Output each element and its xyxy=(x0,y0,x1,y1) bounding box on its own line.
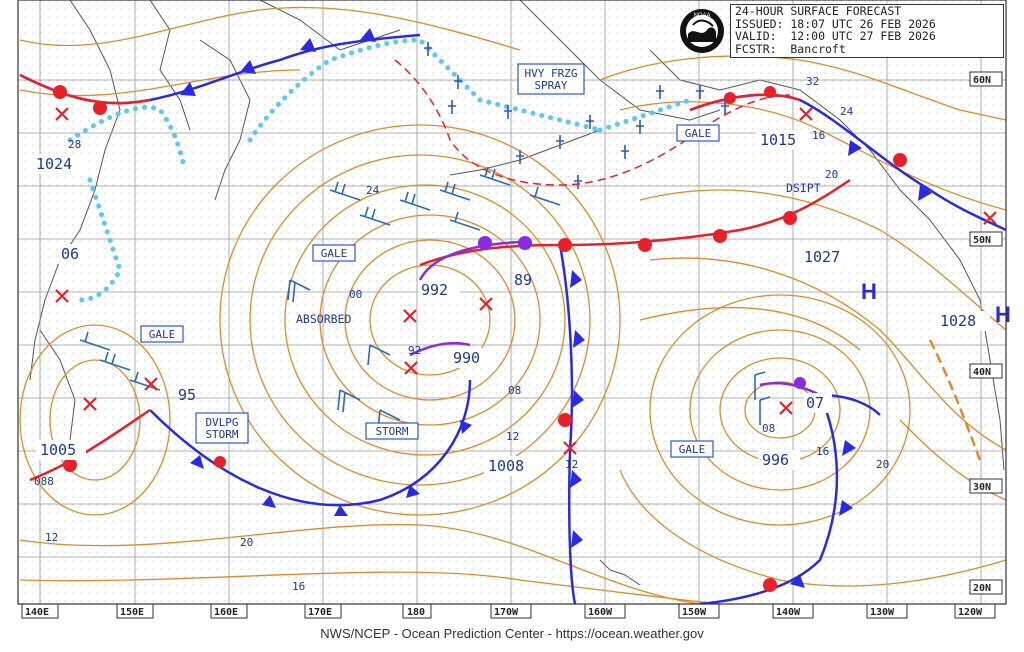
isobar-label-08: 08 xyxy=(508,384,521,397)
pressure-1028: 1028 xyxy=(940,312,976,330)
label-boxes xyxy=(140,63,720,458)
lon-label-120w: 120W xyxy=(958,607,983,618)
freezing-spray-symbols xyxy=(424,42,729,189)
hvy-frzg-label-1: HVY FRZG xyxy=(525,67,578,80)
pressure-1027: 1027 xyxy=(804,248,840,266)
pressure-1024: 1024 xyxy=(36,155,72,173)
lon-label-160w: 160W xyxy=(588,607,613,618)
dvlpg-storm-label-2: STORM xyxy=(205,428,238,441)
noaa-logo: NOAA xyxy=(680,9,724,53)
isobar-label-92: 92 xyxy=(408,344,421,357)
lon-label-140w: 140W xyxy=(776,607,801,618)
isobar-label-12c: 12 xyxy=(565,458,578,471)
lat-label-20n: 20N xyxy=(973,583,991,594)
isobar-label-16: 16 xyxy=(292,580,305,593)
pressure-06: 06 xyxy=(61,245,79,263)
isobar-label-24: 24 xyxy=(366,184,380,197)
latitude-axis: 60N 50N 40N 30N 20N xyxy=(969,71,1003,595)
pressure-89: 89 xyxy=(514,271,532,289)
squall-line xyxy=(394,59,791,186)
pressure-990: 990 xyxy=(453,349,480,367)
longitude-axis: 140E 150E 160E 170E 180 170W 160W 150W 1… xyxy=(21,603,996,619)
isobar-label-20: 20 xyxy=(240,536,253,549)
valid-time: VALID: 12:00 UTC 27 FEB 2026 xyxy=(735,29,936,43)
gale-label-1: GALE xyxy=(321,247,348,260)
isobar-value-labels: 28 24 00 92 95 08 12 20 16 12 24 32 16 2… xyxy=(45,75,889,593)
pressure-088: 088 xyxy=(34,475,54,488)
lon-label-150e: 150E xyxy=(120,607,144,618)
pressure-1015: 1015 xyxy=(760,131,796,149)
map-frame xyxy=(17,0,1007,605)
pressure-07: 07 xyxy=(806,394,824,412)
isobar-label-12: 12 xyxy=(506,430,519,443)
hvy-frzg-label-2: SPRAY xyxy=(534,79,567,92)
pressure-996: 996 xyxy=(762,451,789,469)
lat-label-60n: 60N xyxy=(973,75,991,86)
wind-barbs xyxy=(79,166,771,431)
gale-label-4: GALE xyxy=(679,443,706,456)
lon-label-170w: 170W xyxy=(494,607,519,618)
front-pips xyxy=(53,28,932,592)
gale-label-3: GALE xyxy=(685,127,712,140)
lat-label-40n: 40N xyxy=(973,367,991,378)
storm-label: STORM xyxy=(375,425,408,438)
footer-credit: NWS/NCEP - Ocean Prediction Center - htt… xyxy=(320,626,704,641)
lon-label-140e: 140E xyxy=(25,607,49,618)
coastlines xyxy=(29,0,1005,586)
gale-label-2: GALE xyxy=(149,328,176,341)
isobar-label-20b: 20 xyxy=(825,168,838,181)
lon-label-130w: 130W xyxy=(870,607,895,618)
isobar-label-00: 00 xyxy=(349,288,362,301)
pressure-1008: 1008 xyxy=(488,457,524,475)
ice-edge xyxy=(67,37,693,303)
pressure-values: 1024 06 1005 088 992 990 89 1008 1027 10… xyxy=(32,130,990,488)
noaa-logo-text: NOAA xyxy=(693,13,710,19)
isobar-label-12b: 12 xyxy=(45,531,58,544)
isobar-label-16b: 16 xyxy=(812,129,825,142)
forecaster-name: FCSTR: Bancroft xyxy=(735,41,846,56)
isobar-label-08b: 08 xyxy=(762,422,775,435)
lon-label-150w: 150W xyxy=(682,607,707,618)
dsipt-label: DSIPT xyxy=(786,181,821,195)
high-symbol-1: H xyxy=(861,279,877,304)
isobars xyxy=(19,6,1007,605)
lon-label-180: 180 xyxy=(407,607,425,618)
lon-label-160e: 160E xyxy=(214,607,238,618)
pressure-1005: 1005 xyxy=(40,441,76,459)
isobar-label-16c: 16 xyxy=(816,445,829,458)
isobar-label-28: 28 xyxy=(68,138,81,151)
forecast-header: 24-HOUR SURFACE FORECAST ISSUED: 18:07 U… xyxy=(730,4,1004,58)
isobar-label-20c: 20 xyxy=(876,458,889,471)
map-background xyxy=(18,0,1006,604)
absorbed-label: ABSORBED xyxy=(296,312,351,326)
isobar-label-24b: 24 xyxy=(840,105,854,118)
lat-label-50n: 50N xyxy=(973,235,991,246)
lon-label-170e: 170E xyxy=(308,607,332,618)
dvlpg-storm-label-1: DVLPG xyxy=(205,416,238,429)
isobar-label-32: 32 xyxy=(806,75,819,88)
lat-label-30n: 30N xyxy=(973,482,991,493)
forecast-title: 24-HOUR SURFACE FORECAST xyxy=(735,4,902,18)
issued-time: ISSUED: 18:07 UTC 26 FEB 2026 xyxy=(735,16,936,31)
pressure-992: 992 xyxy=(421,281,448,299)
high-symbol-2: H xyxy=(995,302,1011,327)
low-centers xyxy=(55,107,997,455)
isobar-label-95: 95 xyxy=(178,386,196,404)
